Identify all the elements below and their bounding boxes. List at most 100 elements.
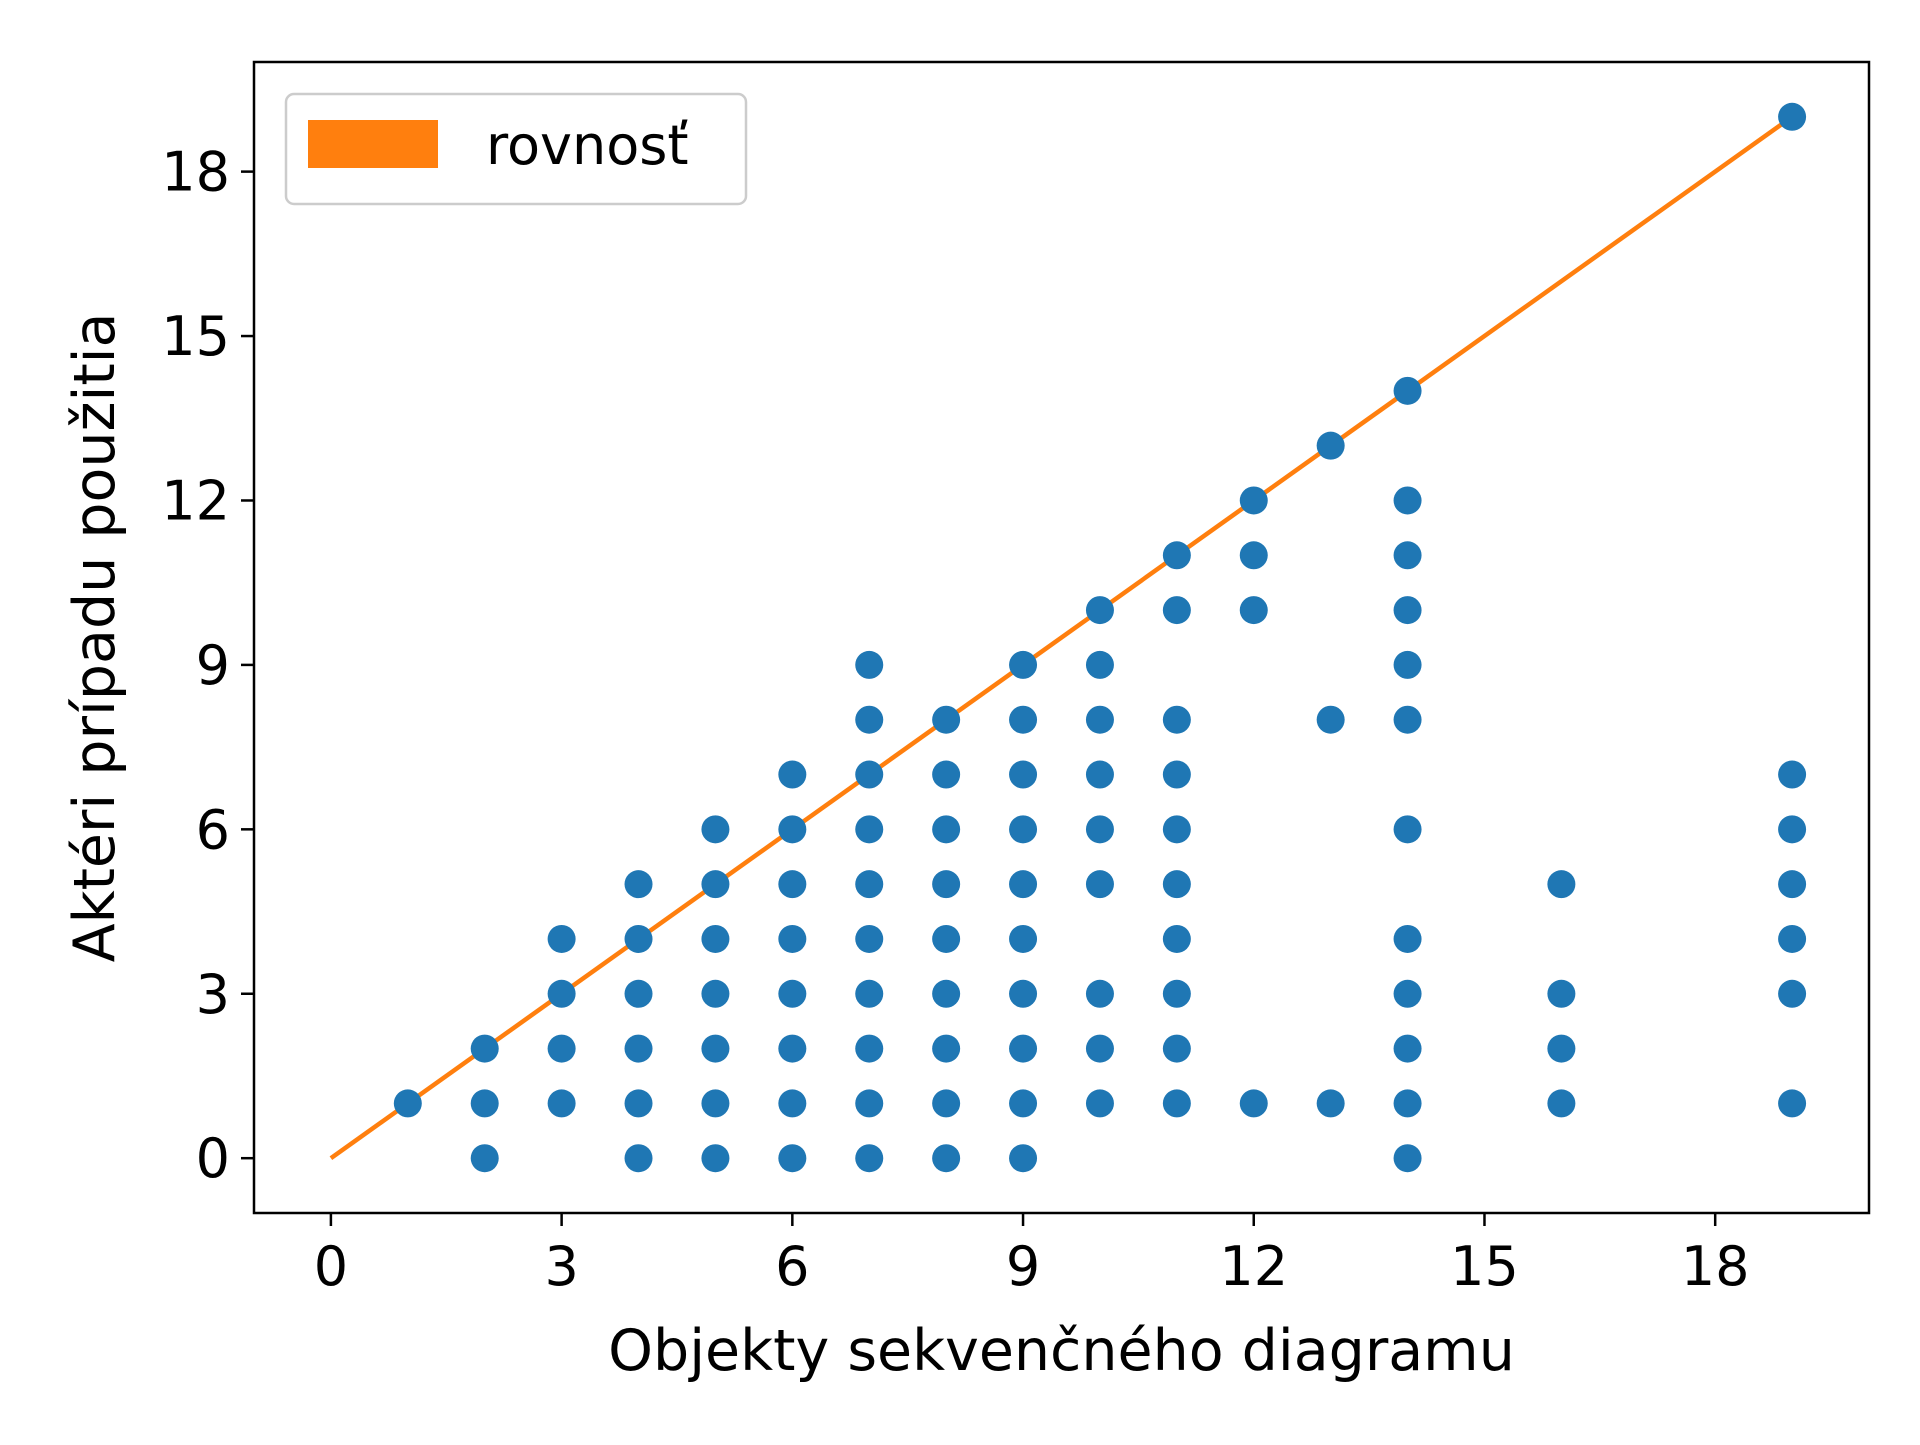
data-point — [1778, 815, 1807, 844]
data-point — [1547, 1034, 1576, 1063]
data-point — [393, 1089, 422, 1118]
data-point — [701, 870, 730, 899]
x-tick-label: 6 — [775, 1235, 809, 1298]
data-point — [1009, 979, 1038, 1008]
data-point — [1009, 1089, 1038, 1118]
data-point — [1009, 870, 1038, 899]
data-point — [1393, 486, 1422, 515]
data-point — [1393, 705, 1422, 734]
data-point — [1162, 596, 1191, 625]
y-axis-ticks: 0 3 6 9 12 15 18 — [161, 141, 254, 1190]
data-point — [1778, 760, 1807, 789]
data-point — [1085, 650, 1114, 679]
legend-swatch-equality — [308, 120, 438, 168]
data-point — [701, 979, 730, 1008]
data-point — [1547, 979, 1576, 1008]
y-tick-label: 18 — [161, 141, 230, 204]
data-point — [1778, 979, 1807, 1008]
data-point — [1778, 1089, 1807, 1118]
data-point — [1162, 1034, 1191, 1063]
data-point — [1085, 870, 1114, 899]
data-point — [1239, 486, 1268, 515]
data-point — [1085, 1089, 1114, 1118]
data-point — [624, 1144, 653, 1173]
data-point — [1162, 979, 1191, 1008]
data-point — [547, 1089, 576, 1118]
data-point — [1393, 596, 1422, 625]
y-axis-label: Aktéri prípadu použitia — [62, 313, 128, 963]
data-point — [855, 979, 884, 1008]
data-point — [1009, 650, 1038, 679]
x-tick-label: 15 — [1450, 1235, 1519, 1298]
data-point — [932, 924, 961, 953]
data-point — [932, 1144, 961, 1173]
data-point — [855, 760, 884, 789]
equality-line — [329, 114, 1794, 1161]
data-point — [1547, 870, 1576, 899]
data-point — [1316, 705, 1345, 734]
data-point — [1316, 1089, 1345, 1118]
data-point — [701, 815, 730, 844]
data-point — [1393, 815, 1422, 844]
data-point — [470, 1089, 499, 1118]
data-point — [1239, 1089, 1268, 1118]
data-point — [470, 1034, 499, 1063]
y-tick-label: 9 — [196, 634, 230, 697]
data-point — [855, 650, 884, 679]
data-point — [1393, 376, 1422, 405]
data-point — [932, 979, 961, 1008]
plot-frame — [252, 60, 1871, 1215]
data-point — [932, 1034, 961, 1063]
data-point — [1778, 924, 1807, 953]
legend: rovnosť — [284, 92, 748, 206]
data-point — [1393, 979, 1422, 1008]
x-tick-label: 0 — [314, 1235, 348, 1298]
y-tick-label: 3 — [196, 963, 230, 1026]
data-point — [701, 1034, 730, 1063]
equality-line-layer — [329, 114, 1794, 1161]
data-point — [1547, 1089, 1576, 1118]
data-point — [855, 870, 884, 899]
y-tick-label: 6 — [196, 798, 230, 861]
data-point — [624, 1089, 653, 1118]
data-point — [932, 870, 961, 899]
data-point — [1085, 760, 1114, 789]
data-point — [547, 1034, 576, 1063]
data-point — [701, 1089, 730, 1118]
data-point — [778, 1034, 807, 1063]
data-point — [1162, 815, 1191, 844]
x-axis-label: Objekty sekvenčného diagramu — [608, 1318, 1515, 1384]
data-point — [1778, 870, 1807, 899]
data-point — [1009, 924, 1038, 953]
data-point — [1239, 596, 1268, 625]
data-point — [1009, 1144, 1038, 1173]
data-point — [1162, 870, 1191, 899]
data-point — [778, 1144, 807, 1173]
data-point — [1393, 541, 1422, 570]
data-point — [855, 1089, 884, 1118]
x-tick-label: 3 — [544, 1235, 578, 1298]
y-tick-label: 15 — [161, 305, 230, 368]
data-point — [855, 705, 884, 734]
legend-label-equality: rovnosť — [486, 114, 689, 177]
data-point — [778, 870, 807, 899]
data-point — [624, 1034, 653, 1063]
data-point — [778, 815, 807, 844]
data-point — [1393, 1034, 1422, 1063]
data-point — [1162, 760, 1191, 789]
points-layer — [393, 102, 1807, 1173]
data-point — [1393, 1144, 1422, 1173]
data-point — [1009, 760, 1038, 789]
data-point — [1009, 815, 1038, 844]
data-point — [778, 979, 807, 1008]
data-point — [1085, 1034, 1114, 1063]
data-point — [1162, 705, 1191, 734]
x-tick-label: 9 — [1006, 1235, 1040, 1298]
data-point — [855, 924, 884, 953]
data-point — [855, 815, 884, 844]
data-point — [1085, 979, 1114, 1008]
x-tick-label: 12 — [1219, 1235, 1288, 1298]
data-point — [1393, 924, 1422, 953]
